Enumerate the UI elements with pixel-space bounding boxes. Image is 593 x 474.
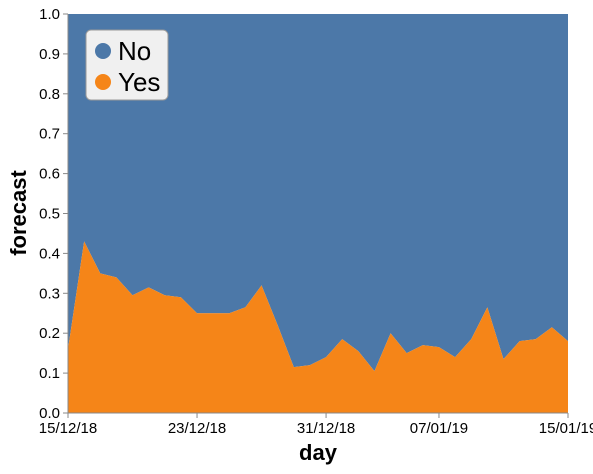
x-tick-label: 31/12/18 — [297, 420, 355, 437]
y-axis-title: forecast — [6, 170, 31, 256]
x-tick-label: 07/01/19 — [410, 420, 468, 437]
y-tick-label: 0.8 — [39, 86, 60, 103]
series-no-area — [68, 14, 568, 372]
y-tick-label: 0.5 — [39, 206, 60, 223]
plot-area — [68, 14, 568, 413]
legend-swatch-no — [95, 43, 111, 59]
legend-label-no: No — [118, 36, 151, 66]
y-tick-label: 0.2 — [39, 325, 60, 342]
x-tick-label: 23/12/18 — [168, 420, 226, 437]
y-tick-label: 0.0 — [39, 405, 60, 422]
y-tick-label: 0.1 — [39, 365, 60, 382]
y-tick-label: 0.7 — [39, 126, 60, 143]
x-axis: 15/12/18 23/12/18 31/12/18 07/01/19 15/01/19 — [39, 412, 593, 437]
y-axis: 0.0 0.1 0.2 0.3 0.4 0.5 0.6 0.7 0.8 0.9 1.0 — [39, 6, 69, 422]
x-tick-label: 15/12/18 — [39, 420, 97, 437]
y-tick-label: 0.4 — [39, 245, 60, 262]
series-yes-area — [68, 241, 568, 413]
y-tick-label: 0.9 — [39, 46, 60, 63]
x-axis-title: day — [299, 440, 338, 465]
legend-swatch-yes — [95, 74, 111, 90]
y-tick-label: 1.0 — [39, 6, 60, 23]
x-tick-label: 15/01/19 — [539, 420, 593, 437]
y-tick-label: 0.6 — [39, 166, 60, 183]
y-tick-label: 0.3 — [39, 285, 60, 302]
legend-label-yes: Yes — [118, 67, 160, 97]
